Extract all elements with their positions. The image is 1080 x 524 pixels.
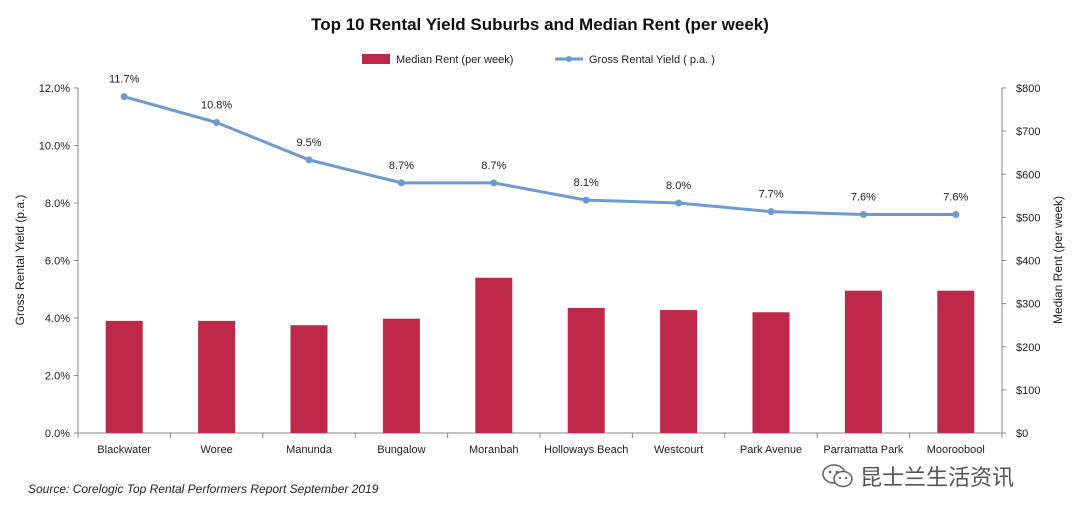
yield-data-label: 11.7% xyxy=(109,74,140,86)
right-tick-label: $500 xyxy=(1016,212,1040,224)
legend: Median Rent (per week) Gross Rental Yiel… xyxy=(362,54,715,66)
yield-data-label: 7.6% xyxy=(943,192,968,204)
x-tick-label: Moranbah xyxy=(469,444,519,456)
yield-point xyxy=(675,199,683,207)
bar-median-rent xyxy=(937,290,975,433)
yield-data-label: 10.8% xyxy=(201,100,232,112)
x-tick-label: Blackwater xyxy=(97,444,151,456)
yield-point xyxy=(120,93,128,101)
left-tick-label: 8.0% xyxy=(45,198,70,210)
yield-point xyxy=(397,179,405,187)
yield-line xyxy=(120,93,960,218)
left-tick-label: 10.0% xyxy=(39,141,70,153)
x-tick-label: Bungalow xyxy=(377,444,425,456)
x-tick-label: Woree xyxy=(200,444,232,456)
wechat-icon xyxy=(822,464,853,488)
right-tick-label: $100 xyxy=(1016,385,1040,397)
bar-median-rent xyxy=(105,320,143,433)
x-tick-label: Parramatta Park xyxy=(823,444,904,456)
x-tick-label: Manunda xyxy=(286,444,333,456)
bar-median-rent xyxy=(475,277,513,433)
yield-point xyxy=(767,208,775,216)
right-tick-label: $400 xyxy=(1016,256,1040,268)
yield-data-label: 7.7% xyxy=(758,189,783,201)
yield-data-label: 9.5% xyxy=(296,137,321,149)
legend-swatch-median-rent xyxy=(362,54,390,64)
left-tick-label: 2.0% xyxy=(45,371,70,383)
yield-point xyxy=(305,156,313,164)
labels: 11.7% 10.8% 9.5% 8.7% 8.7% 8.1% 8.0% 7.7% 7.6% 7.… xyxy=(109,74,969,204)
legend-label-median-rent: Median Rent (per week) xyxy=(396,54,513,66)
yield-line-path xyxy=(123,95,956,216)
axes: 0.0% 2.0% 4.0% 6.0% 8.0% 10.0% 12.0% $0 $100 $200… xyxy=(39,83,1041,456)
x-tick-label: Westcourt xyxy=(654,444,703,456)
x-tick-label: Mooroobool xyxy=(927,444,985,456)
bar-median-rent xyxy=(752,312,790,433)
yield-point xyxy=(490,179,498,187)
legend-label-yield: Gross Rental Yield ( p.a. ) xyxy=(589,54,715,66)
source-note: Source: Corelogic Top Rental Performers … xyxy=(28,482,379,496)
left-tick-label: 6.0% xyxy=(45,256,70,268)
right-tick-label: $800 xyxy=(1016,83,1040,95)
right-tick-label: $0 xyxy=(1016,428,1028,440)
bar-median-rent xyxy=(382,318,420,433)
right-tick-label: $300 xyxy=(1016,299,1040,311)
bar-median-rent xyxy=(660,310,698,433)
bar-median-rent xyxy=(290,325,328,433)
right-tick-label: $200 xyxy=(1016,342,1040,354)
yield-point xyxy=(859,211,867,218)
x-tick-label: Park Avenue xyxy=(740,444,802,456)
bar-median-rent xyxy=(198,320,236,433)
yield-data-label: 8.7% xyxy=(481,160,506,172)
watermark: 昆士兰生活资讯 xyxy=(822,460,1014,492)
right-axis-title: Median Rent (per week) xyxy=(1051,196,1065,324)
yield-point xyxy=(213,119,221,126)
watermark-text: 昆士兰生活资讯 xyxy=(860,466,1015,491)
right-tick-label: $600 xyxy=(1016,169,1040,181)
chart-title: Top 10 Rental Yield Suburbs and Median R… xyxy=(311,15,769,34)
left-tick-label: 4.0% xyxy=(45,313,70,325)
legend-swatch-yield-marker xyxy=(566,56,572,62)
bar-median-rent xyxy=(844,290,882,433)
bar-median-rent xyxy=(567,307,605,433)
yield-point xyxy=(582,196,590,204)
left-tick-label: 0.0% xyxy=(45,428,70,440)
yield-data-label: 8.7% xyxy=(389,160,414,172)
x-tick-label: Holloways Beach xyxy=(544,444,628,456)
bars xyxy=(105,277,975,433)
left-axis-title: Gross Rental Yield (p.a.) xyxy=(13,195,27,326)
left-tick-label: 12.0% xyxy=(39,83,70,95)
yield-data-label: 7.6% xyxy=(851,192,876,204)
yield-point xyxy=(952,211,960,218)
yield-data-label: 8.1% xyxy=(574,177,599,189)
right-tick-label: $700 xyxy=(1016,126,1040,138)
yield-data-label: 8.0% xyxy=(666,180,691,192)
